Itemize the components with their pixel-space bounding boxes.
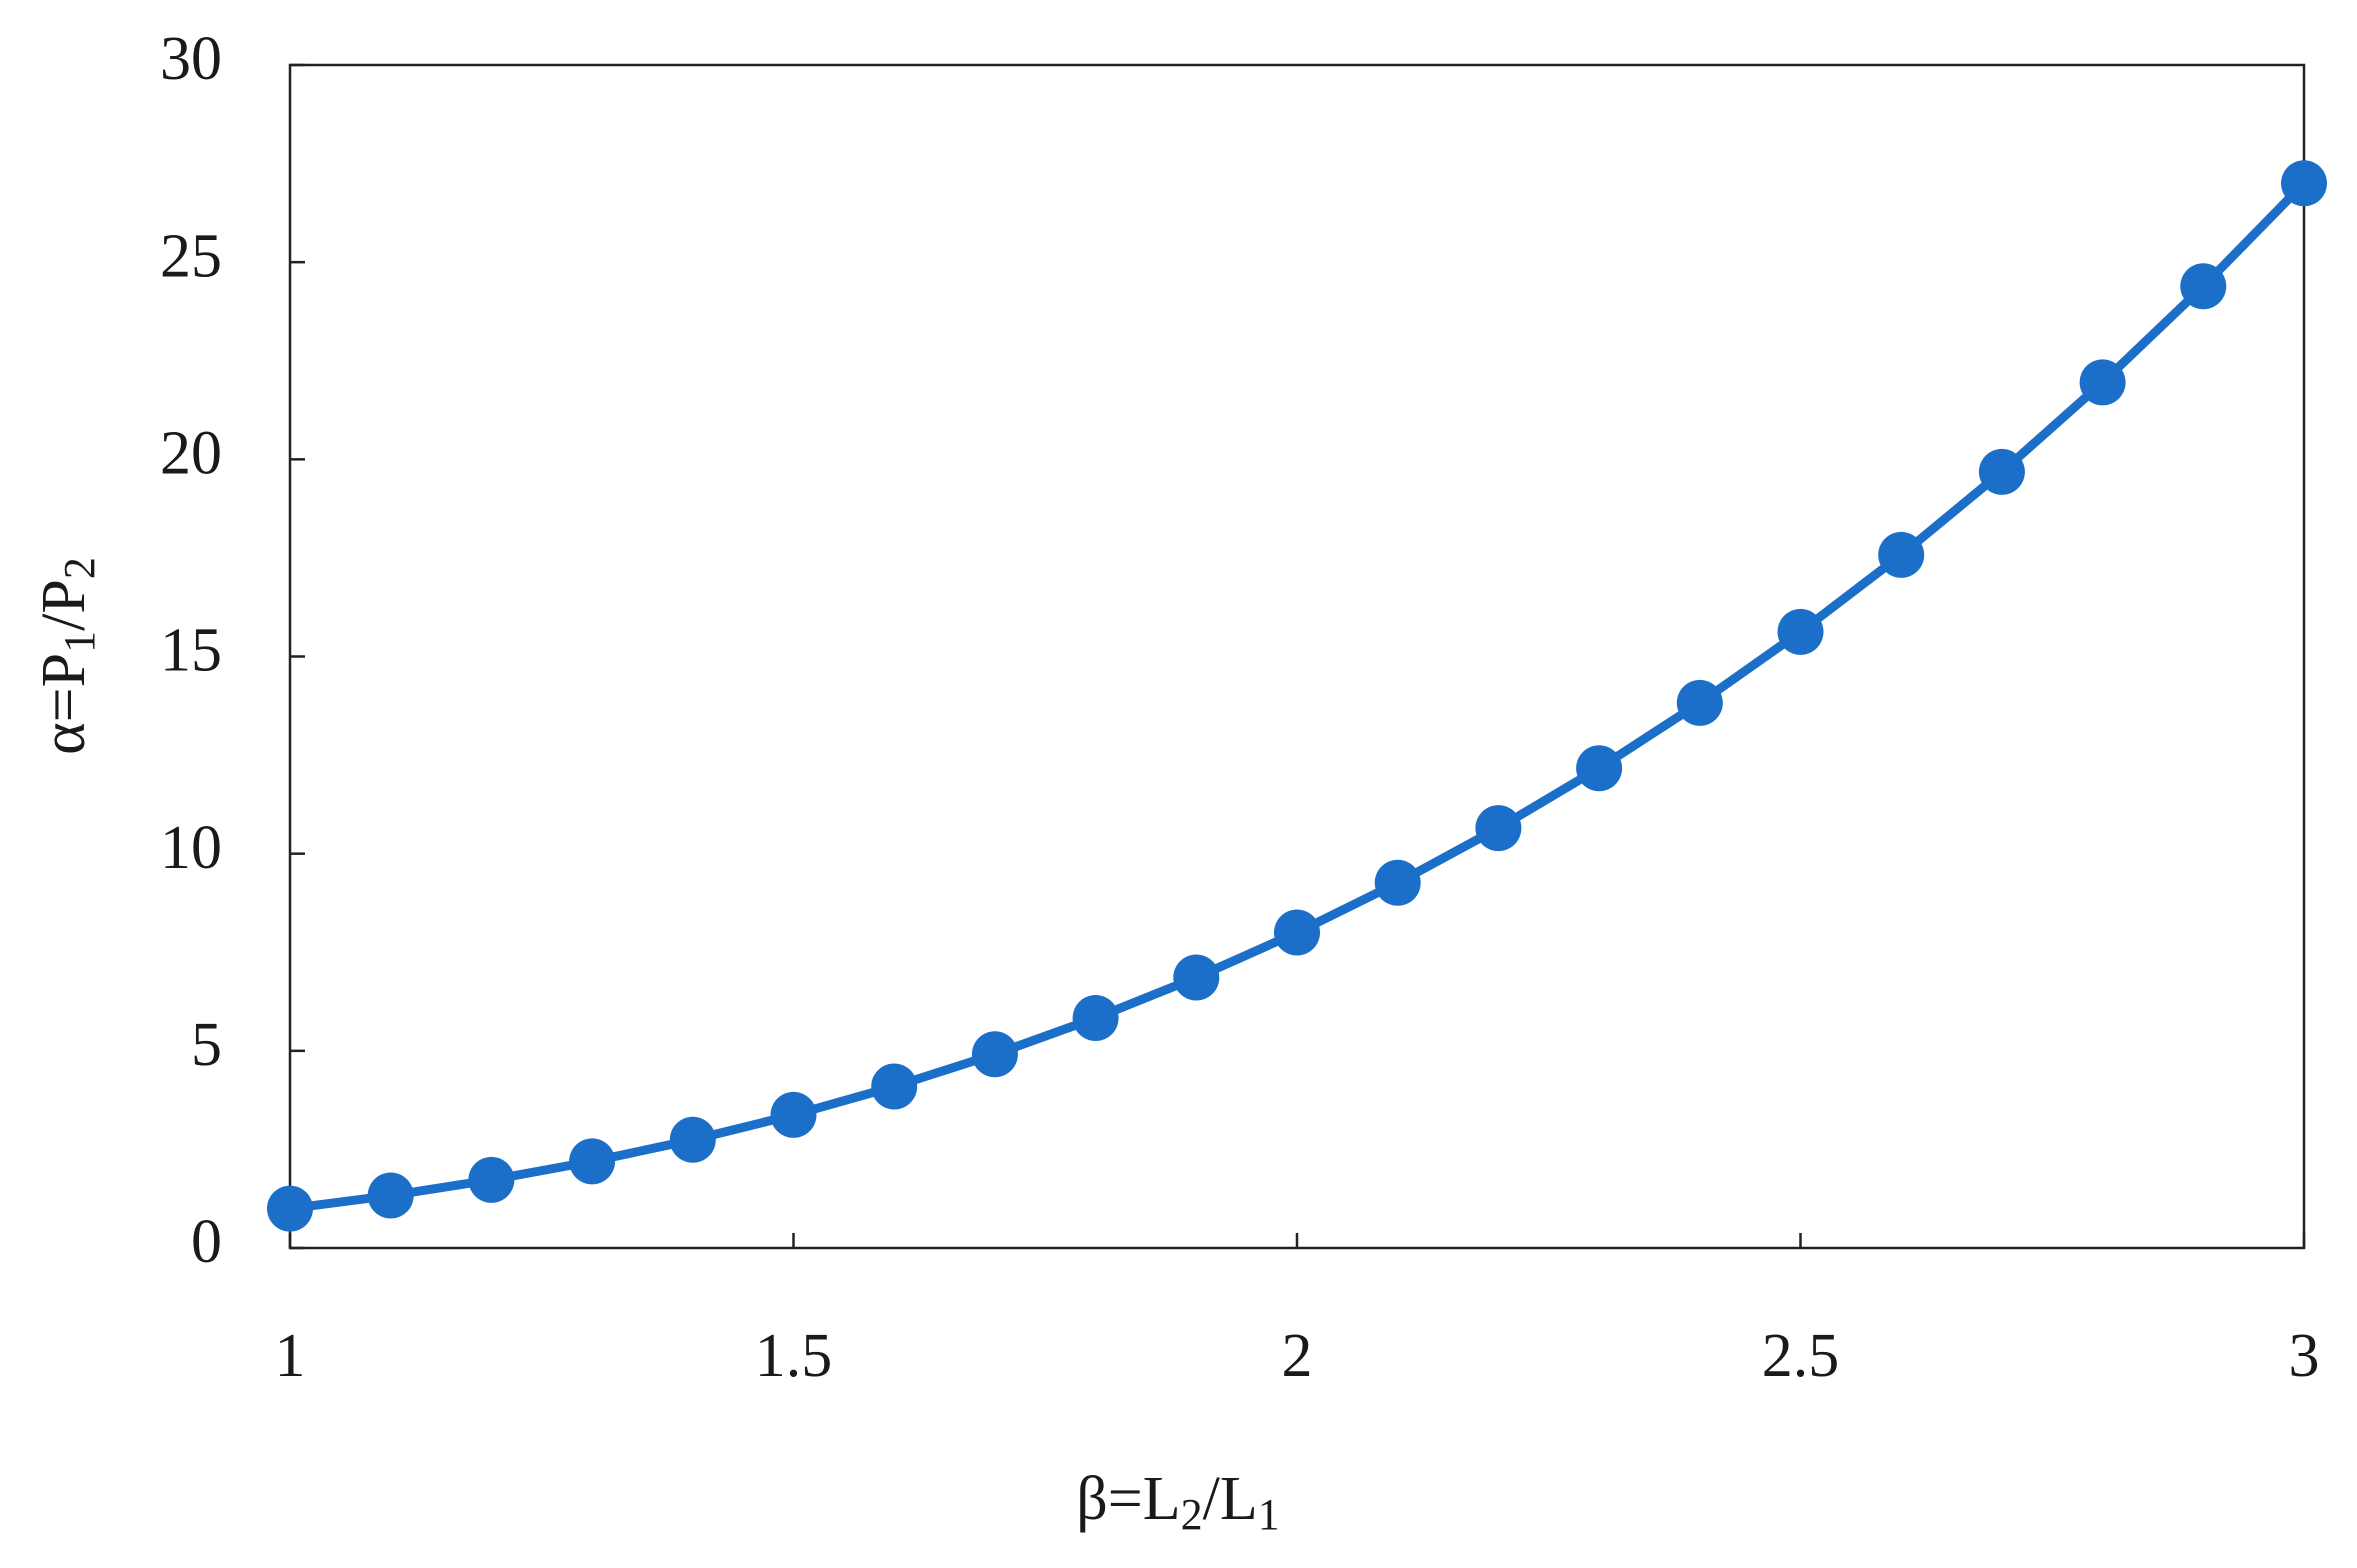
series-line bbox=[289, 180, 2308, 1214]
data-point bbox=[569, 1138, 616, 1185]
x-label-part: /L bbox=[1203, 1465, 1258, 1533]
plot-frame bbox=[288, 63, 2306, 1250]
x-tick-label: 1 bbox=[275, 1322, 306, 1390]
data-point bbox=[1274, 909, 1320, 956]
data-point bbox=[267, 1185, 313, 1232]
y-label-part: /P bbox=[30, 579, 98, 631]
y-tick-label: 10 bbox=[160, 814, 222, 882]
data-point bbox=[2079, 359, 2126, 406]
y-tick-label: 20 bbox=[160, 420, 222, 488]
data-point bbox=[871, 1063, 918, 1110]
y-tick-label: 30 bbox=[160, 25, 222, 93]
data-point bbox=[1072, 995, 1119, 1042]
x-label-sub: 1 bbox=[1258, 1490, 1280, 1539]
data-point bbox=[1576, 745, 1623, 792]
y-tick-label: 5 bbox=[191, 1011, 222, 1079]
data-point bbox=[1878, 531, 1925, 578]
data-point bbox=[669, 1116, 716, 1163]
y-tick-label: 25 bbox=[160, 222, 222, 290]
data-point bbox=[2281, 160, 2327, 207]
x-label-part: β=L bbox=[1076, 1465, 1180, 1533]
data-point bbox=[1676, 679, 1723, 726]
x-label-sub: 2 bbox=[1181, 1490, 1203, 1539]
x-axis-label: β=L2/L1 bbox=[1076, 1465, 1280, 1539]
y-tick-label: 15 bbox=[160, 617, 222, 685]
data-point bbox=[1978, 448, 2025, 495]
data-point bbox=[770, 1091, 817, 1138]
data-point bbox=[1173, 954, 1220, 1001]
y-label-part: α=P bbox=[30, 653, 98, 755]
data-point bbox=[367, 1172, 414, 1219]
data-point bbox=[971, 1031, 1018, 1078]
data-point bbox=[2180, 263, 2227, 310]
y-axis-label: α=P1/P2 bbox=[30, 557, 104, 755]
x-tick-label: 3 bbox=[2289, 1322, 2320, 1390]
y-tick-label: 0 bbox=[191, 1208, 222, 1276]
y-label-sub: 1 bbox=[55, 631, 104, 653]
x-tick-label: 2.5 bbox=[1762, 1322, 1840, 1390]
data-point bbox=[1374, 859, 1421, 906]
x-tick-label: 2 bbox=[1282, 1322, 1313, 1390]
y-label-sub: 2 bbox=[55, 557, 104, 579]
data-point bbox=[468, 1156, 515, 1203]
data-point bbox=[1777, 608, 1824, 655]
data-point bbox=[1475, 805, 1522, 852]
x-tick-label: 1.5 bbox=[755, 1322, 833, 1390]
